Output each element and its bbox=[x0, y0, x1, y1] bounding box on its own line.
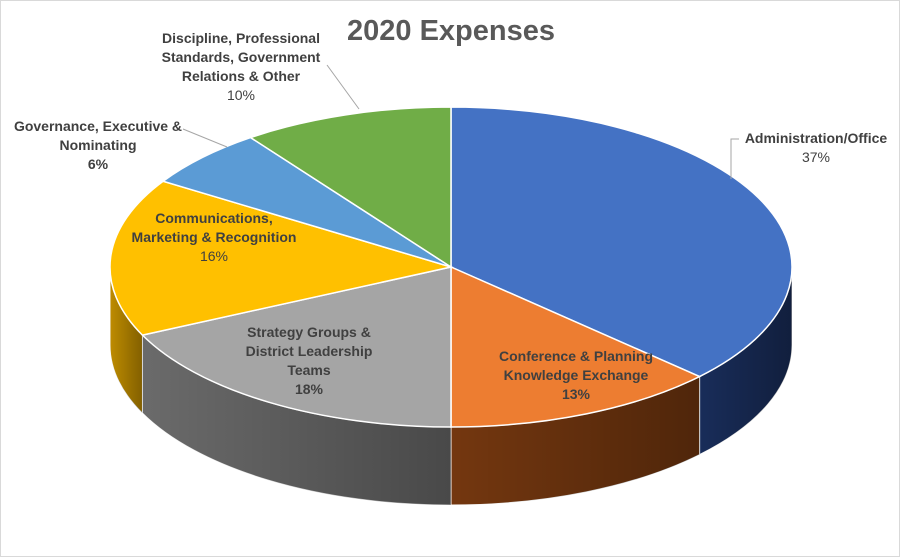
data-label-administration-office: Administration/Office 37% bbox=[741, 129, 891, 167]
data-label-governance-executive: Governance, Executive & Nominating 6% bbox=[3, 117, 193, 174]
data-label-name-line: Governance, Executive & bbox=[13, 118, 183, 134]
data-label-name-line: Communications, bbox=[155, 210, 273, 226]
data-label-name-line: Administration/Office bbox=[744, 130, 888, 146]
data-label-name-line: District Leadership bbox=[245, 343, 373, 359]
slice-communications-marketing bbox=[109, 180, 454, 336]
slice-strategy-groups bbox=[140, 266, 452, 428]
data-label-name-line: Conference & Planning bbox=[498, 348, 654, 364]
leader-line-discipline bbox=[326, 64, 360, 110]
slice-discipline-standards bbox=[248, 106, 452, 269]
data-label-name-line: Teams bbox=[287, 362, 331, 378]
slice-side-shade bbox=[699, 267, 792, 455]
data-label-discipline-standards: Discipline, Professional Standards, Gover… bbox=[151, 29, 331, 105]
slice-side-shade bbox=[142, 335, 451, 505]
data-label-communications-marketing: Communications, Marketing & Recognition 16… bbox=[109, 209, 319, 266]
data-label-percent: 6% bbox=[87, 156, 109, 172]
data-label-conference-planning: Conference & Planning Knowledge Exchange 1… bbox=[471, 347, 681, 404]
chart-title: 2020 Expenses bbox=[347, 15, 555, 47]
data-label-percent: 16% bbox=[199, 248, 229, 264]
data-label-strategy-groups: Strategy Groups & District Leadership Team… bbox=[219, 323, 399, 399]
data-label-name-line: Strategy Groups & bbox=[247, 324, 371, 340]
data-label-name-line: Relations & Other bbox=[181, 68, 301, 84]
data-label-percent: 37% bbox=[801, 149, 831, 165]
data-label-percent: 13% bbox=[561, 386, 591, 402]
slice-administration-office bbox=[450, 106, 793, 378]
data-label-name-line: Marketing & Recognition bbox=[131, 229, 297, 245]
slice-side-shade bbox=[451, 376, 700, 505]
data-label-percent: 18% bbox=[294, 381, 324, 397]
slice-conference-planning bbox=[450, 265, 702, 428]
data-label-name-line: Nominating bbox=[59, 137, 137, 153]
leader-line-administration bbox=[730, 138, 739, 179]
data-label-name-line: Knowledge Exchange bbox=[503, 367, 649, 383]
data-label-name-line: Discipline, Professional bbox=[162, 30, 320, 46]
data-label-percent: 10% bbox=[226, 87, 256, 103]
slice-governance-executive bbox=[161, 136, 452, 268]
leader-line-governance bbox=[182, 128, 228, 148]
data-label-name-line: Standards, Government bbox=[161, 49, 321, 65]
